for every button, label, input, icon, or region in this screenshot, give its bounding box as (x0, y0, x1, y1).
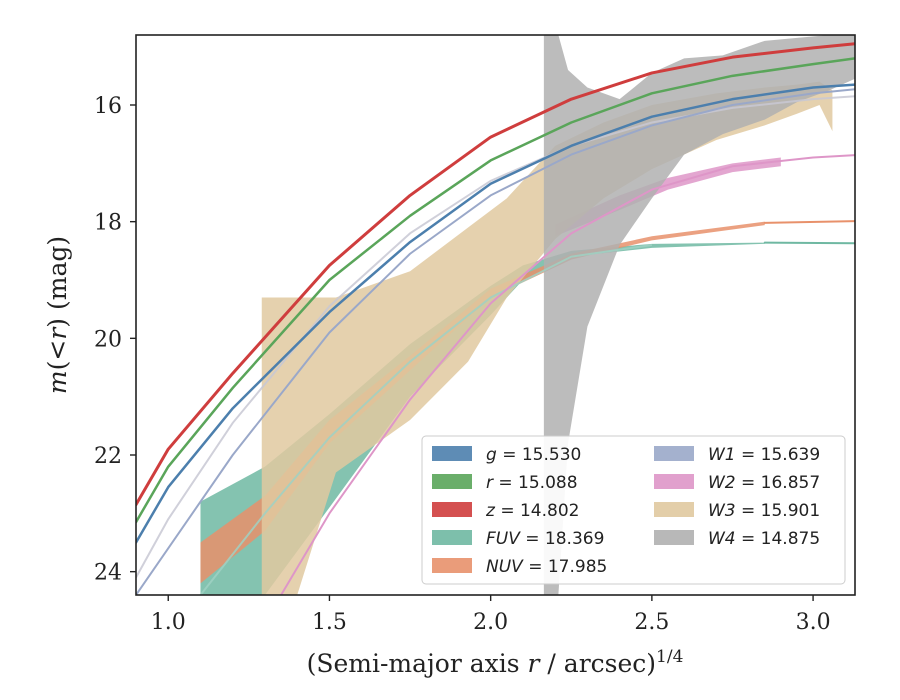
line-w1 (136, 88, 855, 595)
faint-curve-0 (136, 95, 855, 578)
line-r (136, 57, 855, 524)
plot-frame (135, 34, 856, 596)
faint-curve-1 (199, 244, 653, 595)
legend-label-w3: W3 = 15.901 (708, 501, 820, 521)
plot-area (136, 35, 855, 595)
line-nuv (763, 220, 855, 224)
y-axis-label: m(<r) (mag) (43, 236, 72, 394)
y-tick-label: 18 (94, 211, 122, 236)
legend-label-fuv: FUV = 18.369 (486, 529, 604, 549)
y-tick-label: 20 (94, 327, 122, 352)
legend: g = 15.530 r = 15.088 z = 14.802 FUV = 18.3… (421, 435, 846, 585)
line-g (136, 83, 855, 544)
legend-label-w2: W2 = 16.857 (708, 473, 820, 493)
legend-swatch-r (432, 474, 472, 489)
legend-label-w1: W1 = 15.639 (708, 445, 820, 465)
legend-swatch-w1 (654, 446, 694, 461)
legend-swatch-w3 (654, 502, 694, 517)
legend-label-z: z = 14.802 (485, 501, 579, 521)
legend-swatch-w2 (654, 474, 694, 489)
legend-swatch-w4 (654, 530, 694, 545)
legend-swatch-nuv (432, 558, 472, 573)
band-w4 (543, 35, 855, 595)
line-fuv (763, 241, 855, 245)
x-tick-label: 1.5 (312, 610, 347, 635)
legend-swatch-fuv (432, 530, 472, 545)
x-tick-label: 3.0 (796, 610, 831, 635)
y-tick-label: 22 (94, 444, 122, 469)
legend-label-g: g = 15.530 (486, 445, 581, 465)
line-w2 (280, 154, 855, 595)
legend-box (421, 435, 846, 585)
legend-label-nuv: NUV = 17.985 (486, 557, 607, 577)
legend-swatch-z (432, 502, 472, 517)
line-z (136, 42, 855, 507)
x-tick-label: 2.0 (473, 610, 508, 635)
x-axis-label: (Semi-major axis r / arcsec)1/4 (307, 647, 684, 678)
axes: 1.0 1.5 2.0 2.5 3.0 16 18 20 22 24 (94, 94, 831, 635)
x-tick-label: 1.0 (151, 610, 186, 635)
legend-label-r: r = 15.088 (486, 473, 578, 493)
x-tick-label: 2.5 (634, 610, 669, 635)
y-tick-label: 24 (94, 561, 122, 586)
legend-label-w4: W4 = 14.875 (708, 529, 820, 549)
y-tick-label: 16 (94, 94, 122, 119)
band-w2 (555, 157, 781, 237)
legend-swatch-g (432, 446, 472, 461)
